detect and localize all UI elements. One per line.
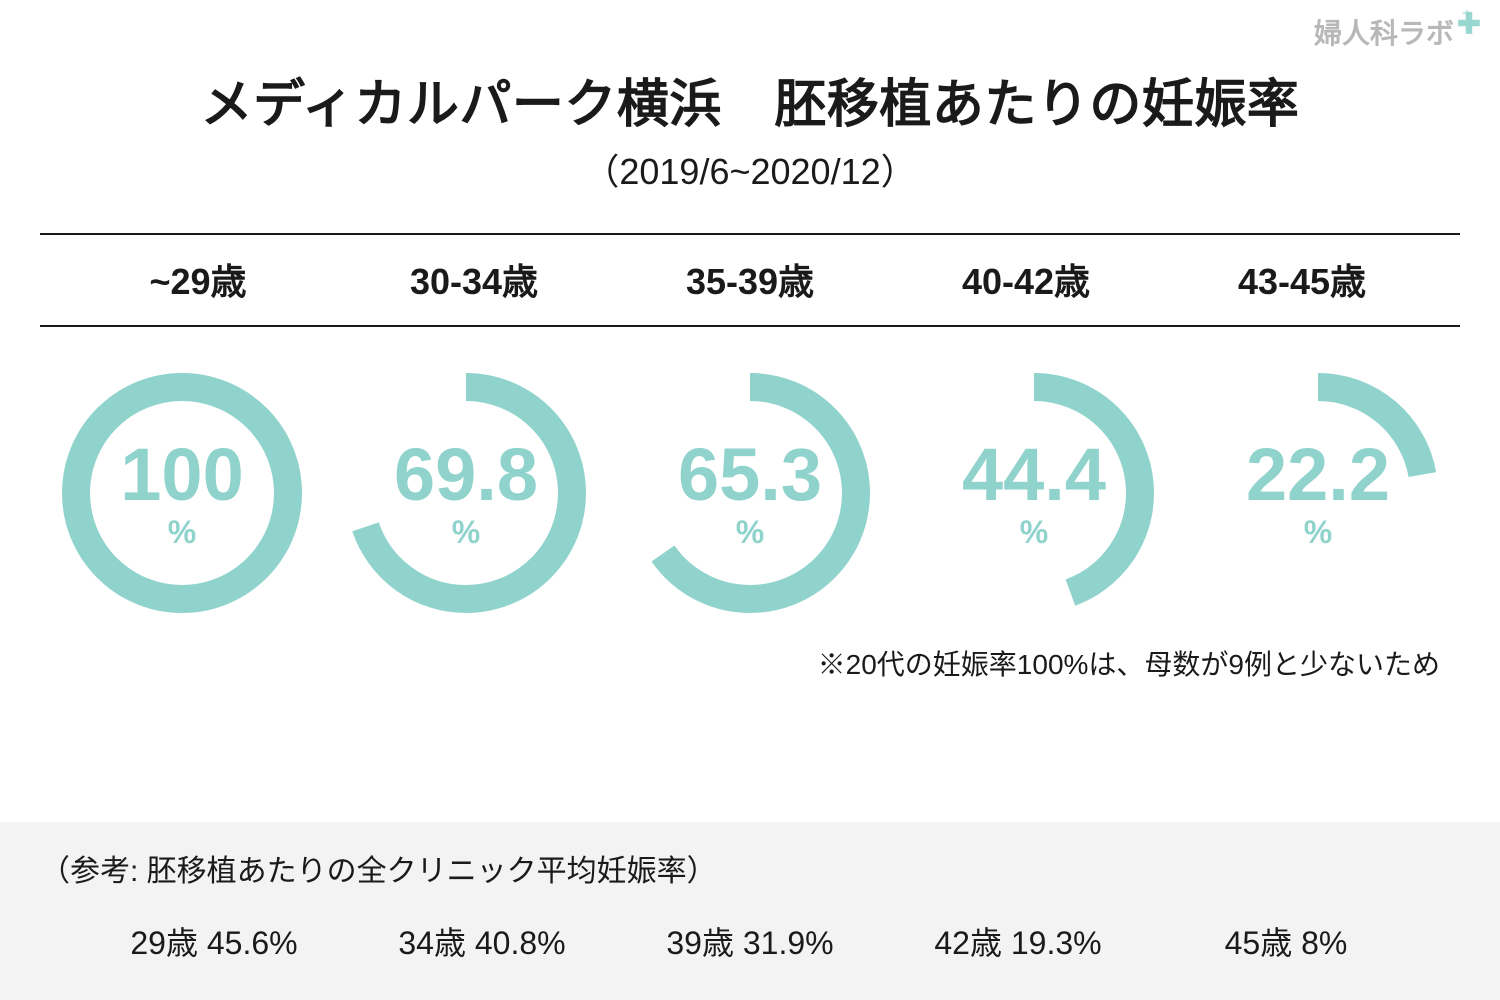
footnote: ※20代の妊娠率100%は、母数が9例と少ないため: [0, 613, 1500, 683]
age-label: ~29歳: [60, 253, 336, 305]
reference-title: （参考: 胚移植あたりの全クリニック平均妊娠率）: [40, 846, 1460, 890]
donut-unit: %: [1304, 516, 1332, 548]
reference-item: 42歳 19.3%: [884, 918, 1152, 964]
donut-chart: 69.8%: [324, 373, 608, 613]
reference-row: 29歳 45.6% 34歳 40.8% 39歳 31.9% 42歳 19.3% …: [40, 918, 1460, 964]
age-label: 35-39歳: [612, 253, 888, 305]
donut-charts-row: 100%69.8%65.3%44.4%22.2%: [0, 327, 1500, 613]
page-subtitle: （2019/6~2020/12）: [0, 143, 1500, 195]
reference-item: 45歳 8%: [1152, 918, 1420, 964]
page-title: メディカルパーク横浜 胚移植あたりの妊娠率: [0, 62, 1500, 137]
brand-logo: 婦人科ラボ: [1314, 12, 1482, 52]
donut-unit: %: [452, 516, 480, 548]
donut-value: 44.4: [962, 438, 1106, 512]
donut-chart: 100%: [40, 373, 324, 613]
age-label: 43-45歳: [1164, 253, 1440, 305]
age-label: 30-34歳: [336, 253, 612, 305]
donut-value: 69.8: [394, 438, 538, 512]
age-label: 40-42歳: [888, 253, 1164, 305]
plus-icon: [1456, 10, 1482, 36]
reference-item: 39歳 31.9%: [616, 918, 884, 964]
donut-unit: %: [736, 516, 764, 548]
donut-value: 22.2: [1246, 438, 1390, 512]
reference-panel: （参考: 胚移植あたりの全クリニック平均妊娠率） 29歳 45.6% 34歳 4…: [0, 822, 1500, 1000]
donut-chart: 22.2%: [1176, 373, 1460, 613]
reference-item: 29歳 45.6%: [80, 918, 348, 964]
reference-item: 34歳 40.8%: [348, 918, 616, 964]
donut-chart: 65.3%: [608, 373, 892, 613]
donut-unit: %: [1020, 516, 1048, 548]
age-labels-row: ~29歳 30-34歳 35-39歳 40-42歳 43-45歳: [0, 235, 1500, 305]
donut-chart: 44.4%: [892, 373, 1176, 613]
donut-unit: %: [168, 516, 196, 548]
donut-value: 100: [120, 438, 243, 512]
brand-logo-text: 婦人科ラボ: [1314, 12, 1454, 52]
donut-value: 65.3: [678, 438, 822, 512]
header: メディカルパーク横浜 胚移植あたりの妊娠率 （2019/6~2020/12）: [0, 0, 1500, 195]
